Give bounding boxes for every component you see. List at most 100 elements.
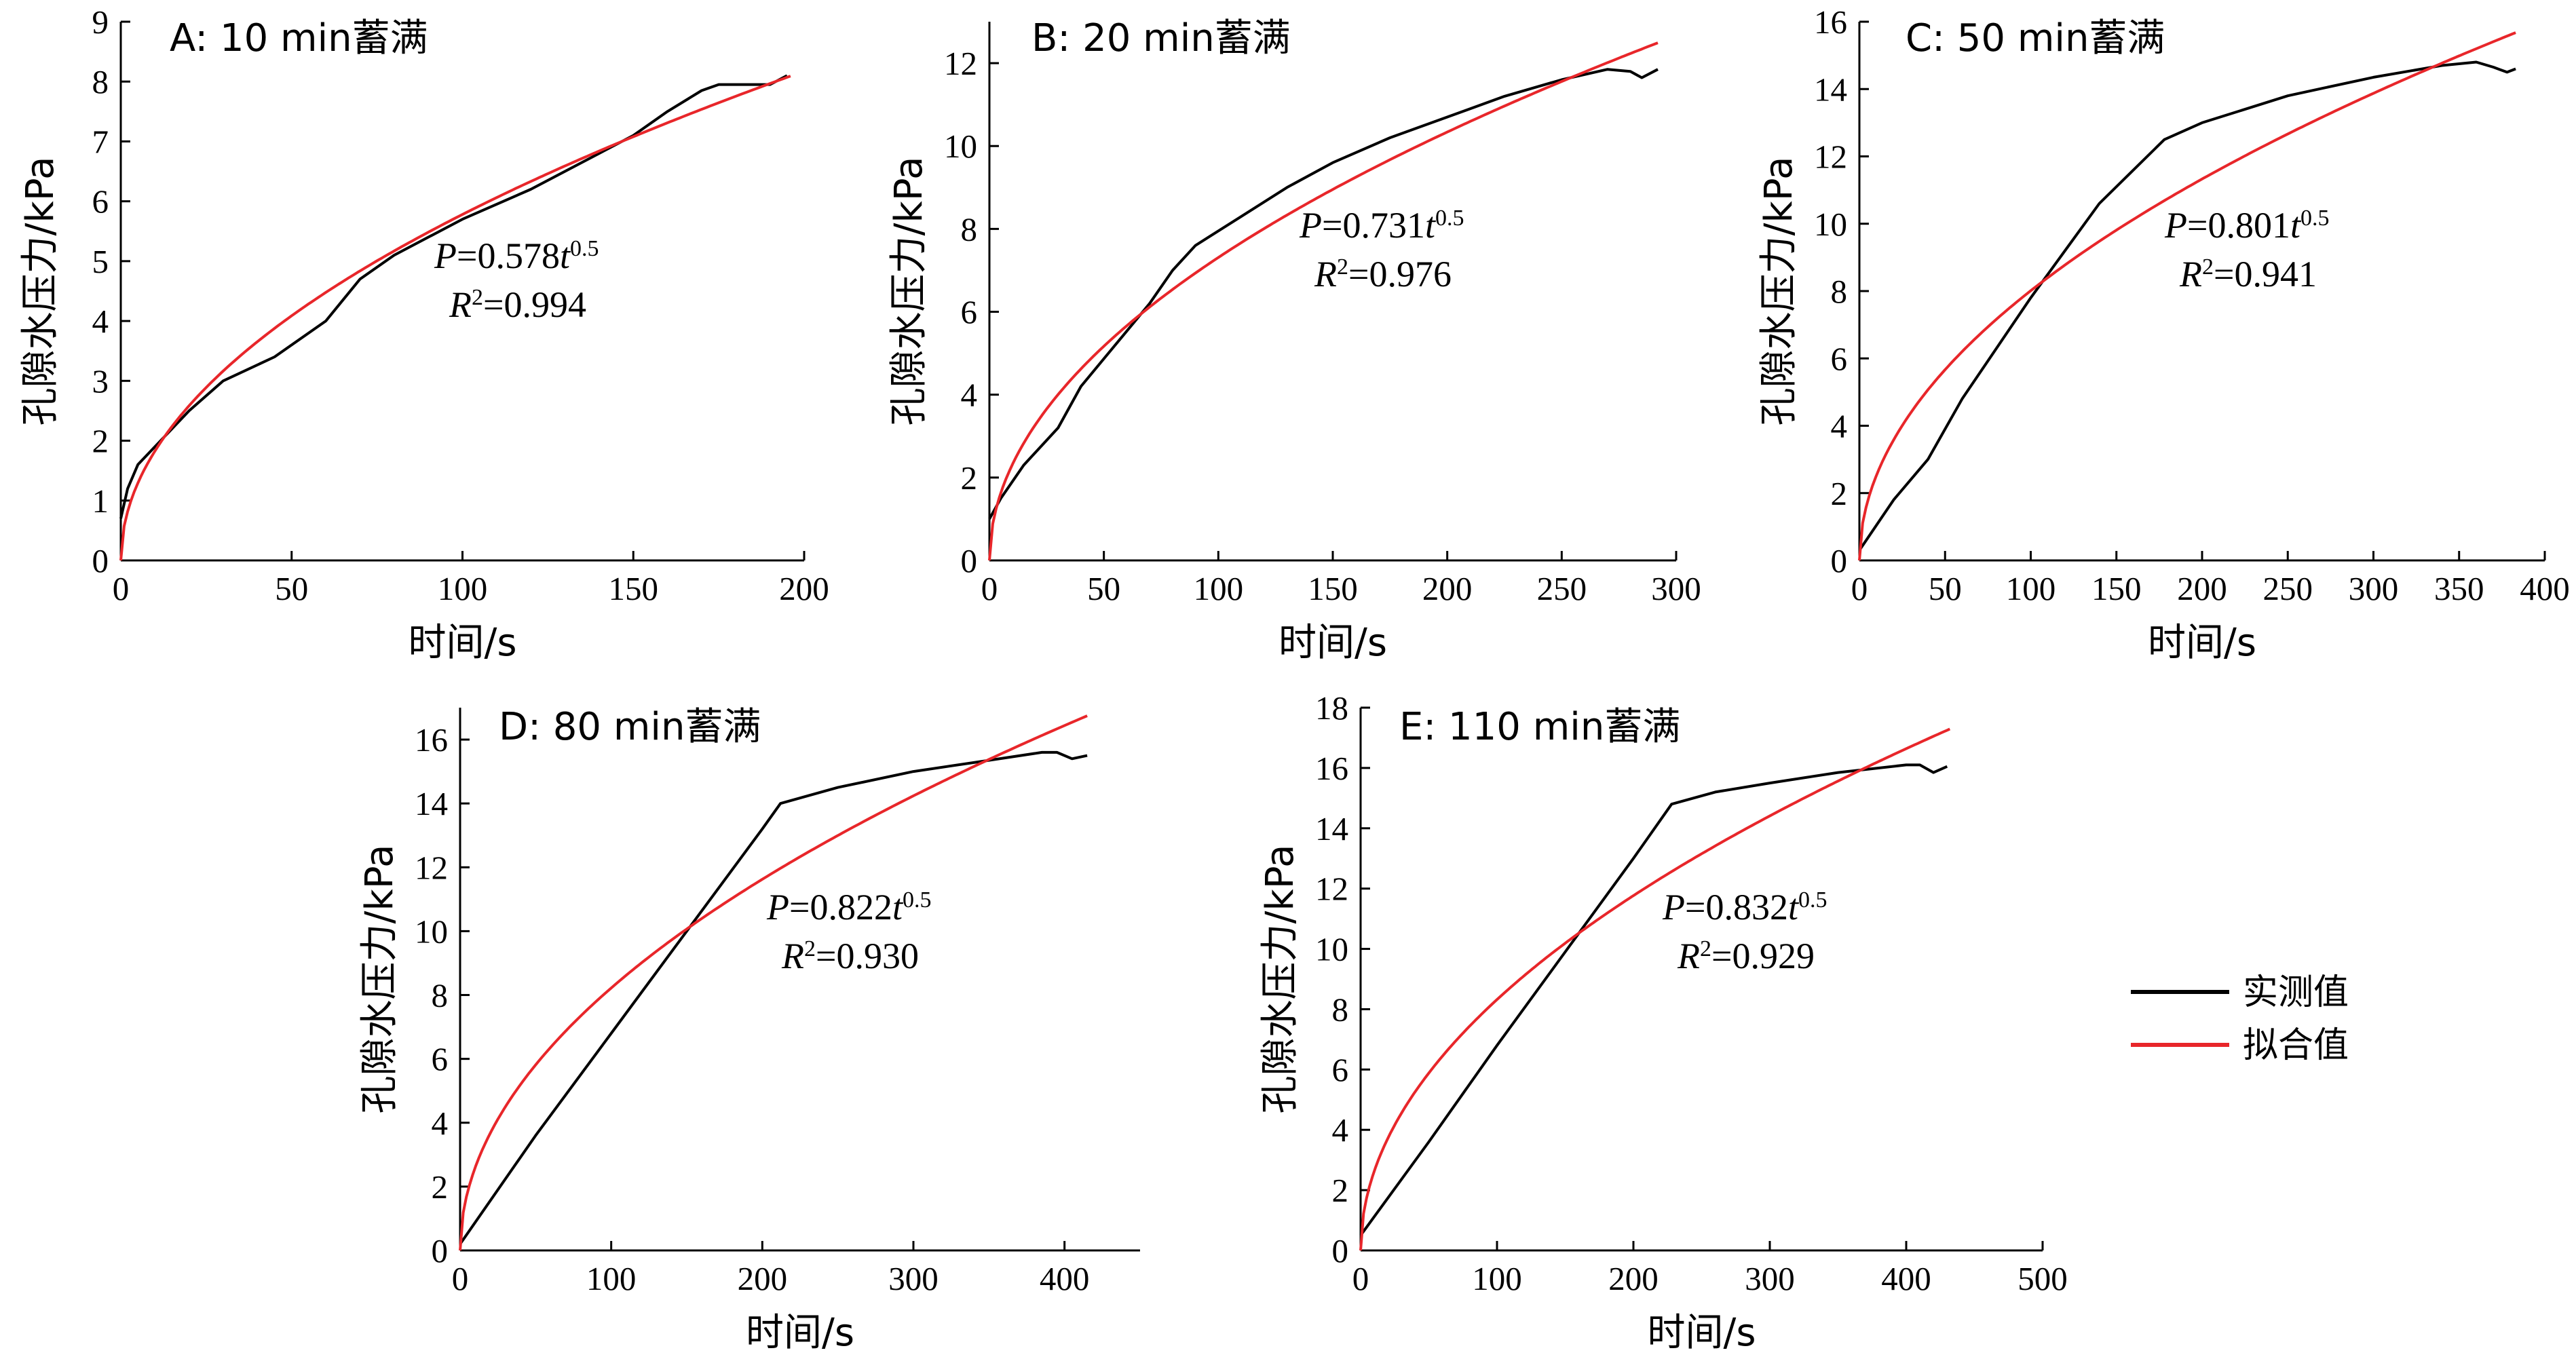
x-tick-label: 100 bbox=[2006, 570, 2056, 607]
x-tick-label: 100 bbox=[586, 1260, 637, 1297]
chart-panel-a: 0 50 100 150 200 0 1 2 3 4 5 6 7 8 9 时间/s 孔隙水压力/kPa A: 10… bbox=[18, 3, 829, 665]
fit-equation: P=0.801t0.5 bbox=[2164, 205, 2329, 246]
fitted-series-line bbox=[1359, 727, 1951, 1251]
panel-title: E: 110 min蓄满 bbox=[1399, 705, 1680, 749]
chart-panel-c: 0 50 100 150 200 250 300 350 400 0 2 4 6 8 10 12 14 16 时间/… bbox=[1757, 3, 2570, 665]
y-tick-label: 8 bbox=[92, 63, 109, 100]
fit-equation: P=0.578t0.5 bbox=[434, 235, 599, 276]
x-tick-label: 0 bbox=[1851, 570, 1868, 607]
x-axis-title: 时间/s bbox=[2148, 621, 2256, 665]
x-tick-label: 200 bbox=[2177, 570, 2227, 607]
measured-series-line bbox=[988, 68, 1659, 520]
y-tick-label: 2 bbox=[961, 459, 978, 497]
x-tick-label: 150 bbox=[2091, 570, 2142, 607]
x-tick-label: 200 bbox=[738, 1260, 788, 1297]
x-axis-title: 时间/s bbox=[746, 1311, 854, 1355]
x-tick-label: 200 bbox=[1422, 570, 1473, 607]
x-axis-title: 时间/s bbox=[1278, 621, 1387, 665]
legend: 实测值 拟合值 bbox=[2131, 972, 2349, 1066]
x-tick-label: 100 bbox=[1194, 570, 1244, 607]
x-tick-label: 50 bbox=[275, 570, 308, 607]
y-tick-label: 14 bbox=[415, 785, 448, 822]
y-tick-label: 6 bbox=[961, 294, 978, 331]
fit-r-squared: R2=0.929 bbox=[1677, 936, 1815, 976]
x-tick-label: 300 bbox=[888, 1260, 939, 1297]
x-tick-label: 0 bbox=[452, 1260, 469, 1297]
x-tick-label: 100 bbox=[1472, 1260, 1522, 1297]
panel-title: D: 80 min蓄满 bbox=[499, 705, 761, 749]
panel-title: B: 20 min蓄满 bbox=[1031, 16, 1291, 60]
y-tick-label: 12 bbox=[1814, 138, 1847, 176]
y-tick-label: 8 bbox=[1332, 991, 1349, 1028]
y-tick-label: 12 bbox=[1315, 870, 1348, 908]
x-tick-label: 250 bbox=[2263, 570, 2313, 607]
x-tick-label: 0 bbox=[1352, 1260, 1369, 1297]
fitted-series-line bbox=[988, 41, 1659, 561]
y-tick-label: 4 bbox=[92, 303, 109, 340]
x-tick-label: 200 bbox=[1608, 1260, 1659, 1297]
x-tick-label: 300 bbox=[1651, 570, 1701, 607]
fit-equation: P=0.832t0.5 bbox=[1662, 887, 1827, 927]
chart-panel-e: 0 100 200 300 400 500 0 2 4 6 8 10 12 14 16 18 时间/s 孔隙水压力… bbox=[1258, 689, 2068, 1355]
y-tick-label: 10 bbox=[1315, 931, 1348, 968]
x-tick-label: 400 bbox=[1881, 1260, 1931, 1297]
measured-series-line bbox=[1858, 60, 2516, 552]
y-tick-label: 6 bbox=[92, 183, 109, 221]
x-tick-label: 50 bbox=[1929, 570, 1962, 607]
y-tick-label: 4 bbox=[1332, 1111, 1349, 1149]
fitted-series-line bbox=[459, 714, 1088, 1251]
y-tick-label: 12 bbox=[944, 45, 977, 82]
y-tick-label: 14 bbox=[1315, 810, 1348, 847]
y-tick-label: 10 bbox=[944, 128, 977, 165]
y-tick-label: 10 bbox=[1814, 206, 1847, 243]
y-tick-label: 2 bbox=[1332, 1172, 1349, 1209]
fit-equation: P=0.731t0.5 bbox=[1299, 205, 1464, 246]
chart-panel-d: 0 100 200 300 400 0 2 4 6 8 10 12 14 16 时间/s 孔隙水压力/kPa D… bbox=[358, 705, 1140, 1355]
y-tick-label: 0 bbox=[92, 542, 109, 579]
fit-equation: P=0.822t0.5 bbox=[766, 887, 931, 927]
y-tick-label: 10 bbox=[415, 913, 448, 950]
x-tick-label: 0 bbox=[981, 570, 998, 607]
fit-r-squared: R2=0.994 bbox=[449, 284, 586, 325]
y-tick-label: 1 bbox=[92, 482, 109, 520]
x-tick-label: 400 bbox=[2520, 570, 2570, 607]
x-tick-label: 50 bbox=[1087, 570, 1120, 607]
x-tick-label: 500 bbox=[2018, 1260, 2068, 1297]
y-tick-label: 2 bbox=[92, 423, 109, 460]
x-tick-label: 300 bbox=[2349, 570, 2399, 607]
y-axis-title: 孔隙水压力/kPa bbox=[887, 157, 931, 426]
measured-series-line bbox=[459, 750, 1088, 1245]
y-tick-label: 8 bbox=[432, 977, 449, 1014]
chart-panel-b: 0 50 100 150 200 250 300 0 2 4 6 8 10 12 时间/s 孔隙水压力/kPa… bbox=[887, 16, 1701, 665]
x-axis-title: 时间/s bbox=[408, 621, 516, 665]
legend-measured-label: 实测值 bbox=[2243, 972, 2349, 1013]
fit-r-squared: R2=0.930 bbox=[781, 936, 919, 976]
fitted-series-line bbox=[119, 75, 791, 561]
x-tick-label: 200 bbox=[779, 570, 829, 607]
y-tick-label: 0 bbox=[1831, 542, 1848, 579]
y-tick-label: 8 bbox=[1831, 273, 1848, 310]
y-tick-label: 9 bbox=[92, 3, 109, 41]
y-tick-label: 18 bbox=[1315, 689, 1348, 727]
x-tick-label: 300 bbox=[1745, 1260, 1795, 1297]
y-tick-label: 12 bbox=[415, 849, 448, 886]
y-tick-label: 2 bbox=[1831, 475, 1848, 512]
y-tick-label: 0 bbox=[432, 1232, 449, 1269]
y-tick-label: 6 bbox=[1831, 340, 1848, 377]
y-tick-label: 5 bbox=[92, 243, 109, 280]
panel-title: A: 10 min蓄满 bbox=[170, 16, 428, 60]
y-tick-label: 16 bbox=[1814, 3, 1847, 41]
measured-series-line bbox=[1359, 763, 1948, 1236]
x-tick-label: 350 bbox=[2434, 570, 2484, 607]
y-tick-label: 16 bbox=[415, 721, 448, 759]
y-tick-label: 2 bbox=[432, 1168, 449, 1206]
y-axis-title: 孔隙水压力/kPa bbox=[18, 157, 62, 426]
fit-r-squared: R2=0.976 bbox=[1314, 254, 1452, 294]
y-tick-label: 0 bbox=[1332, 1232, 1349, 1269]
x-tick-label: 150 bbox=[609, 570, 659, 607]
fitted-series-line bbox=[1858, 31, 2516, 561]
fit-r-squared: R2=0.941 bbox=[2179, 254, 2317, 294]
y-axis-title: 孔隙水压力/kPa bbox=[1258, 845, 1302, 1114]
